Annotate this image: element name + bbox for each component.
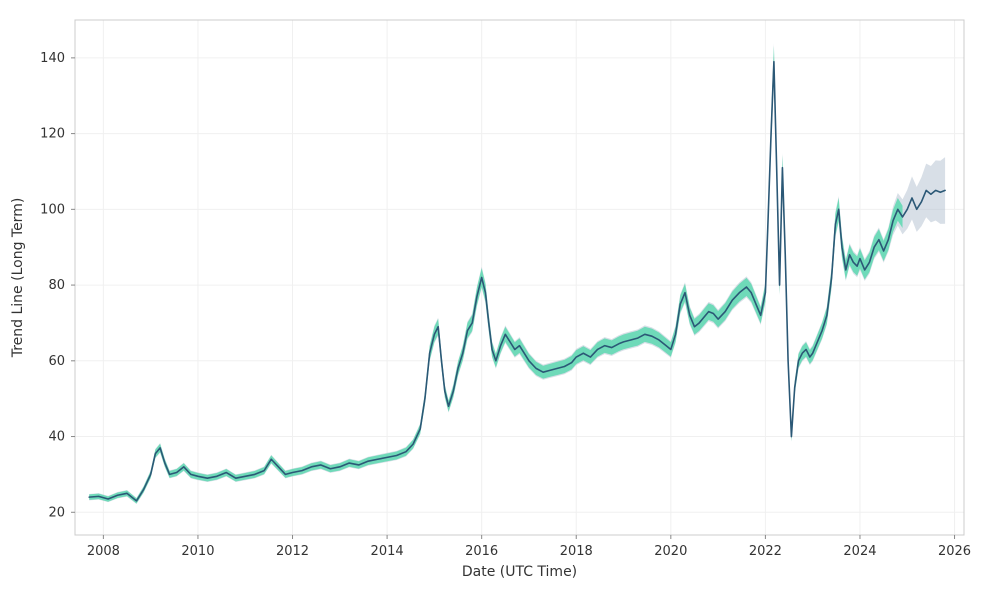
x-tick-label: 2018 xyxy=(560,544,593,559)
x-tick-label: 2012 xyxy=(276,544,309,559)
y-tick-label: 20 xyxy=(48,505,65,520)
chart-background xyxy=(0,0,989,590)
x-tick-label: 2020 xyxy=(654,544,687,559)
x-tick-label: 2026 xyxy=(938,544,971,559)
chart-container: 2008 2010 2012 2014 2016 2018 2020 2022 2024 2026… xyxy=(0,0,989,590)
x-tick-label: 2024 xyxy=(843,544,876,559)
y-tick-label: 40 xyxy=(48,430,65,445)
x-tick-label: 2014 xyxy=(371,544,404,559)
x-tick-label: 2008 xyxy=(87,544,120,559)
x-tick-label: 2016 xyxy=(465,544,498,559)
y-tick-label: 60 xyxy=(48,354,65,369)
y-tick-label: 100 xyxy=(40,202,65,217)
x-tick-label: 2010 xyxy=(181,544,214,559)
y-axis-label: Trend Line (Long Term) xyxy=(10,198,26,359)
x-axis-label: Date (UTC Time) xyxy=(462,564,577,580)
x-tick-label: 2022 xyxy=(749,544,782,559)
y-tick-label: 80 xyxy=(48,278,65,293)
trend-line-chart: 2008 2010 2012 2014 2016 2018 2020 2022 2024 2026… xyxy=(0,0,989,590)
y-tick-label: 140 xyxy=(40,51,65,66)
y-tick-label: 120 xyxy=(40,127,65,142)
